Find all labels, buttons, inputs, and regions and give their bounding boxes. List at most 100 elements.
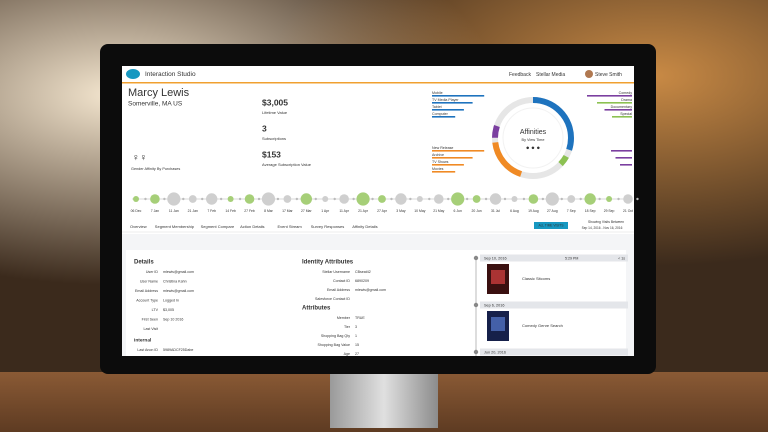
field-value: CBseat42 — [355, 270, 371, 274]
tab[interactable]: Segment Membership — [155, 224, 195, 229]
timeline-date: 27 Mar — [301, 209, 312, 213]
timeline-dot — [295, 197, 299, 201]
tab[interactable]: Survey Responses — [311, 224, 345, 229]
timeline-visit[interactable] — [623, 194, 633, 204]
timeline-visit[interactable] — [244, 194, 255, 204]
timeline-visit[interactable] — [511, 196, 518, 202]
timeline-visit[interactable] — [451, 192, 465, 206]
feed-item[interactable]: Classic Sitcoms — [522, 276, 550, 281]
timeline-visit[interactable] — [528, 194, 539, 204]
field-value: 5989ADCF25Dabe — [163, 348, 193, 352]
visits-button-label[interactable]: ALL TIME VISITS — [539, 224, 564, 228]
timeline-dot — [352, 197, 355, 201]
tab[interactable]: Affinity Details — [352, 224, 377, 229]
timeline-date: 6 Aug — [510, 209, 519, 213]
affinity-label: Movies — [432, 167, 444, 171]
timeline-dot — [447, 197, 450, 201]
timeline-dot — [390, 197, 393, 201]
feed-thumb-art — [491, 270, 505, 284]
visits-button[interactable] — [534, 222, 568, 229]
affinity-bar — [432, 109, 464, 111]
timeline-dot — [333, 197, 336, 201]
timeline-visit[interactable] — [356, 192, 370, 206]
tab[interactable]: Action Details — [240, 224, 264, 229]
affinity-bar — [432, 116, 456, 118]
timeline-dot — [371, 197, 374, 201]
affinity-label: Special — [620, 112, 632, 116]
affinity-label: TV Shows — [432, 160, 449, 164]
user-menu[interactable]: Steve Smith — [595, 72, 622, 78]
affinity-bar — [432, 171, 456, 173]
feed-item[interactable]: Comedy Genre Search — [522, 323, 563, 328]
timeline-visit[interactable] — [283, 195, 292, 203]
donut-arc — [492, 97, 574, 179]
metric-value: $153 — [262, 149, 281, 159]
timeline-visit[interactable] — [378, 195, 386, 203]
field-value: 15 — [355, 343, 359, 347]
timeline-dot — [144, 197, 147, 201]
affinity-bar — [611, 150, 632, 152]
timeline-date: 19 Aug — [528, 209, 539, 213]
field-label: First Seen — [142, 317, 158, 321]
timeline-visit[interactable] — [489, 193, 502, 205]
affinity-bar — [432, 164, 464, 166]
timeline-visit[interactable] — [606, 196, 613, 202]
stand — [330, 366, 438, 428]
field-value: 6890209 — [355, 279, 369, 283]
affinity-bar — [432, 150, 485, 152]
timeline-visit[interactable] — [133, 196, 139, 202]
field-value: Sep 10 2016 — [163, 317, 183, 321]
field-value: mlewis@gmail.com — [163, 270, 194, 274]
timeline-date: 21 Oct — [623, 209, 633, 213]
timeline-date: 27 Apr — [377, 209, 388, 213]
timeline-visit[interactable] — [300, 193, 313, 205]
tab[interactable]: Event Stream — [278, 224, 303, 229]
affinity-label: Documentary — [611, 105, 633, 109]
feed-header — [480, 254, 628, 262]
timeline-visit[interactable] — [167, 192, 181, 206]
tab[interactable]: Segment Compare — [201, 224, 235, 229]
section-title: Attributes — [302, 306, 331, 312]
field-label: Stellar Username — [322, 270, 350, 274]
timeline-visit[interactable] — [261, 192, 276, 206]
timeline-date: 8 Mar — [264, 209, 274, 213]
metric-value: 3 — [262, 123, 267, 133]
timeline-visit[interactable] — [567, 195, 576, 203]
timeline-date: 14 Feb — [225, 209, 236, 213]
org-menu[interactable]: Stellar Media — [536, 72, 565, 78]
ui: Interaction Studio Feedback Stellar Media S… — [122, 66, 639, 356]
timeline-visit[interactable] — [322, 196, 329, 202]
affinity-label: Computer — [432, 112, 449, 116]
timeline-visit[interactable] — [227, 196, 234, 202]
field-value: mlewis@gmail.com — [163, 289, 194, 293]
timeline-visit[interactable] — [395, 193, 407, 205]
app-name: Interaction Studio — [145, 71, 196, 78]
timeline-visit[interactable] — [472, 195, 481, 203]
timeline-visit[interactable] — [188, 195, 197, 203]
timeline-visit[interactable] — [545, 192, 559, 206]
field-label: Contact ID — [333, 279, 350, 283]
timeline-dot — [238, 197, 242, 201]
timeline-visit[interactable] — [205, 193, 218, 205]
timeline-visit[interactable] — [339, 194, 349, 204]
affinity-title: Affinities — [520, 129, 547, 136]
tab[interactable]: Overview — [130, 224, 147, 229]
field-label: Tier — [344, 325, 351, 329]
timeline-date: 7 Feb — [207, 209, 216, 213]
timeline-visit[interactable] — [584, 193, 596, 205]
timeline-dot — [484, 197, 488, 201]
timeline-date: 06 Dec — [131, 209, 142, 213]
timeline-visit[interactable] — [433, 194, 444, 204]
field-value: $3,005 — [163, 308, 174, 312]
header-rule — [122, 82, 634, 84]
timeline-visit[interactable] — [416, 196, 423, 202]
feedback-link[interactable]: Feedback — [509, 72, 531, 78]
feed-date: Sep 10, 2016 — [484, 256, 507, 260]
timeline-visit[interactable] — [150, 194, 160, 204]
affinity-label: Drama — [621, 98, 632, 102]
affinity-label: Tablet — [432, 105, 442, 109]
timeline-dot — [219, 197, 223, 201]
visits-label: Showing Visits Between — [588, 220, 624, 224]
timeline-dot — [428, 197, 431, 201]
feed-header — [480, 301, 628, 309]
